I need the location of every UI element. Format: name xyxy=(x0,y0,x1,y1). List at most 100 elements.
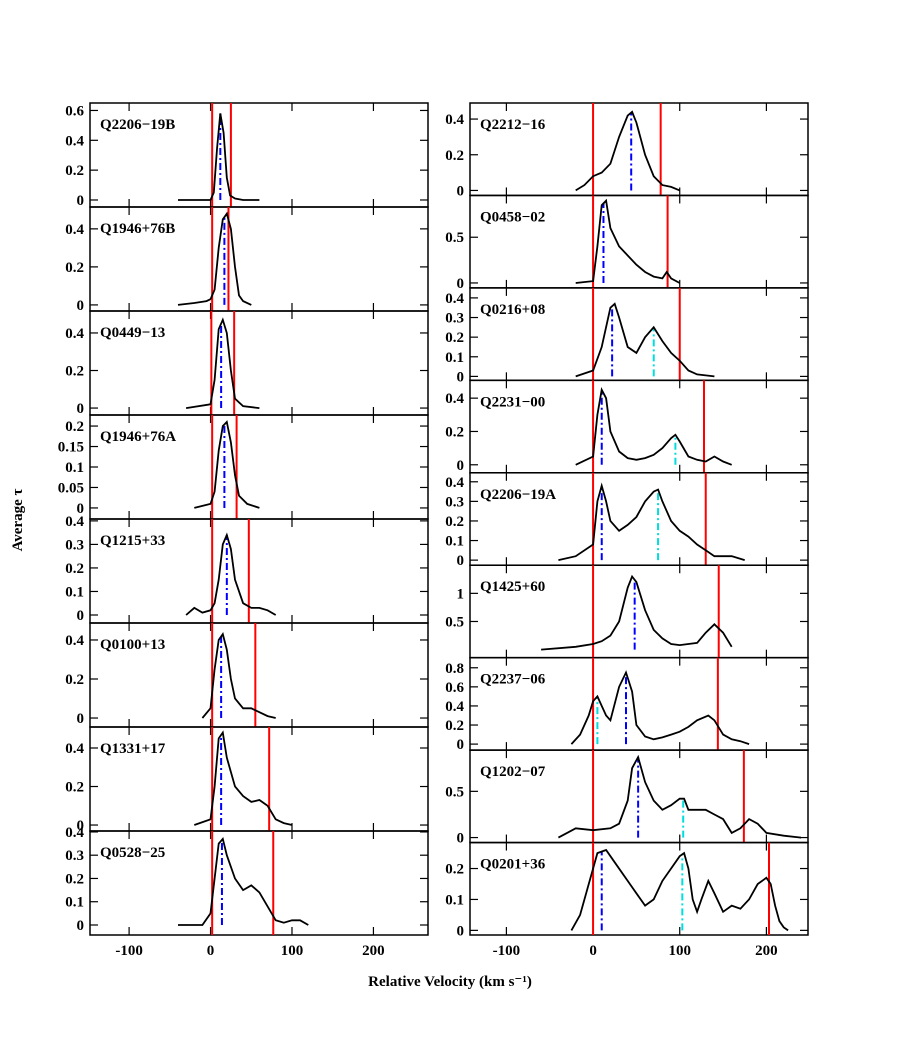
panel-frame xyxy=(89,830,429,936)
y-tick-label: 0.8 xyxy=(445,661,464,677)
y-tick-label: 0.4 xyxy=(65,133,84,149)
y-tick-label: 0.4 xyxy=(445,391,464,407)
profile xyxy=(185,532,277,616)
y-tick-label: 0 xyxy=(457,737,465,753)
profile xyxy=(557,754,802,839)
panel-label: Q1946+76A xyxy=(100,429,176,445)
y-tick-label: 0.3 xyxy=(65,848,84,864)
y-tick-label: 0 xyxy=(77,298,85,314)
y-tick-label: 0 xyxy=(77,401,85,417)
panel-label: Q2237−06 xyxy=(480,672,546,688)
y-tick-label: 0.4 xyxy=(65,633,84,649)
y-tick-label: 0.5 xyxy=(445,784,464,800)
y-tick-label: 0.2 xyxy=(65,871,84,887)
profile xyxy=(178,113,260,201)
y-tick-label: 0.6 xyxy=(65,103,84,119)
y-tick-label: 0 xyxy=(77,918,85,934)
x-tick-label: -100 xyxy=(493,943,521,959)
profile xyxy=(558,482,745,561)
panel-label: Q2231−00 xyxy=(480,394,545,410)
profile xyxy=(575,302,715,378)
y-tick-label: 0.2 xyxy=(65,780,84,796)
y-tick-label: 0.4 xyxy=(445,699,464,715)
profile xyxy=(541,574,733,651)
panel-label: Q1202−07 xyxy=(480,764,546,780)
y-tick-label: 0.2 xyxy=(65,672,84,688)
y-tick-label: 1 xyxy=(457,586,465,602)
x-tick-label: 100 xyxy=(668,943,691,959)
profile xyxy=(194,730,293,826)
y-tick-label: 0.3 xyxy=(445,494,464,510)
y-tick-label: 0.2 xyxy=(445,862,464,878)
y-tick-label: 0.5 xyxy=(445,614,464,630)
x-axis-label: Relative Velocity (km s⁻¹) xyxy=(368,974,532,990)
profile xyxy=(178,837,309,926)
y-tick-label: 0.2 xyxy=(65,260,84,276)
y-tick-label: 0.2 xyxy=(445,514,464,530)
x-tick-label: 0 xyxy=(589,943,597,959)
x-tick-label: 200 xyxy=(362,943,385,959)
profile xyxy=(575,110,681,192)
y-tick-label: 0.15 xyxy=(58,440,84,456)
y-tick-label: 0.4 xyxy=(65,222,84,238)
x-tick-label: 100 xyxy=(281,943,304,959)
y-tick-label: 0.1 xyxy=(65,895,84,911)
panel-label: Q0201+36 xyxy=(480,857,546,873)
y-tick-label: 0.6 xyxy=(445,680,464,696)
x-tick-label: -100 xyxy=(115,943,143,959)
y-tick-label: 0.4 xyxy=(65,741,84,757)
panel-label: Q2206−19B xyxy=(100,117,175,133)
panel-label: Q2206−19A xyxy=(480,487,556,503)
y-tick-label: 0.2 xyxy=(445,330,464,346)
y-axis-label: Average τ xyxy=(10,488,26,551)
profile xyxy=(185,317,260,409)
y-tick-label: 0.2 xyxy=(65,561,84,577)
y-tick-label: 0 xyxy=(457,458,465,474)
y-tick-label: 0 xyxy=(457,923,465,939)
panel-label: Q0100+13 xyxy=(100,637,165,653)
y-tick-label: 0.2 xyxy=(65,419,84,435)
profile xyxy=(177,211,252,306)
profile xyxy=(570,848,789,932)
y-tick-label: 0 xyxy=(457,276,465,292)
panel-frame xyxy=(469,841,809,936)
y-tick-label: 0 xyxy=(77,711,85,727)
x-tick-label: 200 xyxy=(755,943,778,959)
y-tick-label: 0 xyxy=(77,193,85,209)
y-tick-label: 0.2 xyxy=(445,424,464,440)
panel-label: Q1946+76B xyxy=(100,221,175,237)
profile xyxy=(575,198,681,284)
panel-label: Q0216+08 xyxy=(480,302,545,318)
y-tick-label: 0.05 xyxy=(58,480,84,496)
panel-label: Q1425+60 xyxy=(480,579,545,595)
y-tick-label: 0.4 xyxy=(445,112,464,128)
y-tick-label: 0.1 xyxy=(445,534,464,550)
profile xyxy=(194,420,260,509)
panel-label: Q2212−16 xyxy=(480,117,546,133)
y-tick-label: 0.4 xyxy=(65,825,84,841)
y-tick-label: 0 xyxy=(457,183,465,199)
y-tick-label: 0 xyxy=(457,369,465,385)
y-tick-label: 0.5 xyxy=(445,230,464,246)
profile xyxy=(570,670,750,745)
y-tick-label: 0.1 xyxy=(65,460,84,476)
y-tick-label: 0 xyxy=(77,608,85,624)
y-tick-label: 0.4 xyxy=(445,291,464,307)
panel-label: Q0449−13 xyxy=(100,325,165,341)
y-tick-label: 0.4 xyxy=(65,326,84,342)
profile xyxy=(575,387,733,466)
y-tick-label: 0.2 xyxy=(65,364,84,380)
panel-label: Q1215+33 xyxy=(100,533,165,549)
y-tick-label: 0.3 xyxy=(65,537,84,553)
y-tick-label: 0.4 xyxy=(445,475,464,491)
panel-label: Q0528−25 xyxy=(100,845,165,861)
y-tick-label: 0.1 xyxy=(65,584,84,600)
y-tick-label: 0.1 xyxy=(445,892,464,908)
y-tick-label: 0 xyxy=(457,831,465,847)
y-tick-label: 0.3 xyxy=(445,311,464,327)
panel-label: Q0458−02 xyxy=(480,209,545,225)
y-tick-label: 0.2 xyxy=(445,148,464,164)
y-tick-label: 0 xyxy=(457,553,465,569)
panel-label: Q1331+17 xyxy=(100,741,166,757)
